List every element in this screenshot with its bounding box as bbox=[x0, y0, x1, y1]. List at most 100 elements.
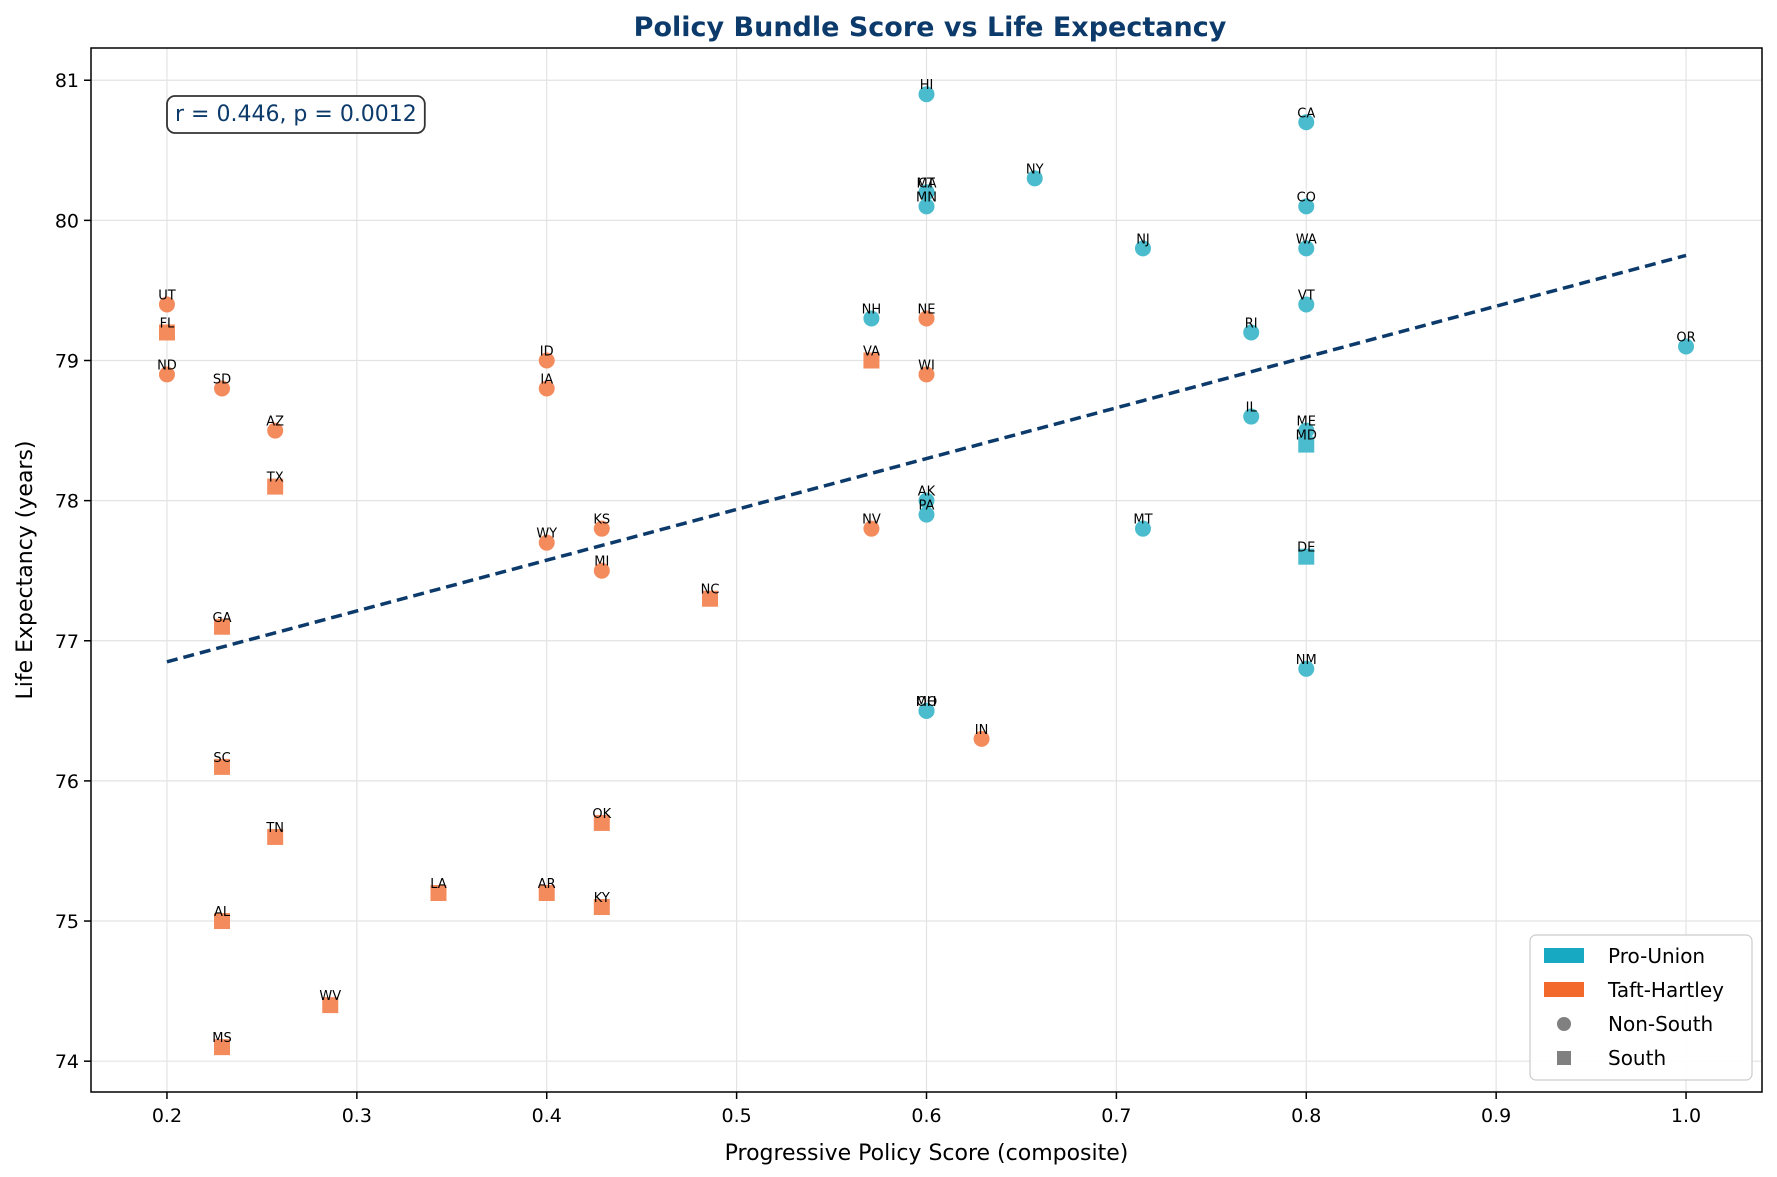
point-ga bbox=[214, 618, 231, 635]
point-wa bbox=[1298, 240, 1315, 257]
y-tick-label: 78 bbox=[55, 491, 79, 513]
point-ca-label: CA bbox=[1297, 106, 1315, 121]
point-wi-label: WI bbox=[918, 359, 935, 374]
point-ks bbox=[593, 520, 610, 537]
point-wy-label: WY bbox=[536, 527, 557, 542]
point-ms bbox=[214, 1039, 231, 1056]
legend-south-label: South bbox=[1608, 1046, 1666, 1070]
annotation-text: r = 0.446, p = 0.0012 bbox=[175, 102, 417, 127]
point-mn bbox=[918, 198, 935, 215]
x-tick-label: 1.0 bbox=[1671, 1105, 1701, 1127]
point-mo-label: MO bbox=[916, 695, 937, 710]
point-or bbox=[1678, 338, 1695, 355]
y-tick-label: 79 bbox=[55, 350, 79, 372]
point-mi bbox=[593, 562, 610, 579]
point-vt-label: VT bbox=[1298, 288, 1315, 303]
x-tick-label: 0.3 bbox=[342, 1105, 372, 1127]
point-az bbox=[267, 422, 284, 439]
point-ny bbox=[1026, 170, 1043, 187]
point-pa-label: PA bbox=[919, 499, 935, 514]
point-vt bbox=[1298, 296, 1315, 313]
point-va-label: VA bbox=[863, 344, 880, 359]
point-ct bbox=[918, 184, 935, 201]
point-wy bbox=[538, 534, 555, 551]
x-axis-ticks: 0.2 0.3 0.4 0.5 0.6 0.7 0.8 0.9 1.0 bbox=[152, 1092, 1701, 1127]
legend-pro-union-label: Pro-Union bbox=[1608, 944, 1705, 968]
point-ia bbox=[538, 380, 555, 397]
x-tick-label: 0.7 bbox=[1101, 1105, 1131, 1127]
point-md bbox=[1298, 436, 1315, 453]
y-tick-label: 75 bbox=[55, 911, 79, 933]
legend-taft-hartley-swatch bbox=[1544, 982, 1584, 997]
y-tick-label: 80 bbox=[55, 210, 79, 232]
x-tick-label: 0.6 bbox=[911, 1105, 941, 1127]
chart-title: Policy Bundle Score vs Life Expectancy bbox=[634, 12, 1227, 43]
point-md-label: MD bbox=[1296, 429, 1317, 444]
point-il bbox=[1243, 408, 1260, 425]
point-nm-label: NM bbox=[1296, 653, 1317, 668]
point-ok bbox=[593, 814, 610, 831]
point-nm bbox=[1298, 660, 1315, 677]
point-fl-label: FL bbox=[160, 316, 175, 331]
x-tick-label: 0.4 bbox=[532, 1105, 562, 1127]
point-nd-label: ND bbox=[157, 359, 177, 374]
legend-non-south-label: Non-South bbox=[1608, 1012, 1713, 1036]
point-or-label: OR bbox=[1676, 330, 1695, 345]
point-ar bbox=[538, 885, 555, 902]
point-ak-label: AK bbox=[918, 485, 936, 500]
point-co bbox=[1298, 198, 1315, 215]
trend-line bbox=[166, 253, 1687, 664]
point-mt bbox=[1134, 520, 1151, 537]
legend-box bbox=[1529, 934, 1753, 1081]
point-mi-label: MI bbox=[594, 555, 609, 570]
point-ne-label: NE bbox=[918, 302, 936, 317]
point-ks-label: KS bbox=[593, 513, 610, 528]
point-ny-label: NY bbox=[1026, 162, 1044, 177]
x-tick-label: 0.9 bbox=[1481, 1105, 1511, 1127]
point-ne bbox=[918, 310, 935, 327]
point-oh-label: OH bbox=[916, 695, 936, 710]
point-il-label: IL bbox=[1246, 401, 1258, 416]
point-al bbox=[214, 913, 231, 930]
point-wv bbox=[322, 997, 339, 1014]
point-de bbox=[1298, 548, 1315, 565]
point-hi-label: HI bbox=[920, 78, 934, 93]
y-tick-label: 77 bbox=[55, 631, 79, 653]
legend-non-south-marker bbox=[1557, 1017, 1571, 1031]
point-va bbox=[863, 352, 880, 369]
point-nv-label: NV bbox=[862, 513, 881, 528]
data-points bbox=[158, 86, 1695, 1056]
point-ut bbox=[158, 296, 175, 313]
point-al-label: AL bbox=[214, 905, 231, 920]
x-tick-label: 0.8 bbox=[1291, 1105, 1321, 1127]
point-wv-label: WV bbox=[319, 989, 341, 1004]
point-co-label: CO bbox=[1297, 190, 1316, 205]
y-tick-label: 81 bbox=[55, 70, 79, 92]
point-nv bbox=[863, 520, 880, 537]
point-de-label: DE bbox=[1297, 541, 1315, 556]
point-hi bbox=[918, 86, 935, 103]
point-me-label: ME bbox=[1297, 415, 1316, 430]
point-ct-label: CT bbox=[918, 176, 935, 191]
point-la bbox=[430, 885, 447, 902]
point-fl bbox=[158, 324, 175, 341]
x-tick-label: 0.5 bbox=[722, 1105, 752, 1127]
point-ak bbox=[918, 492, 935, 509]
point-ar-label: AR bbox=[538, 877, 556, 892]
point-ma-label: MA bbox=[916, 176, 936, 191]
point-ok-label: OK bbox=[592, 807, 611, 822]
y-axis-label: Life Expectancy (years) bbox=[13, 440, 38, 699]
point-in bbox=[973, 730, 990, 747]
point-pa bbox=[918, 506, 935, 523]
point-wi bbox=[918, 366, 935, 383]
point-id-label: ID bbox=[540, 344, 554, 359]
point-tn-label: TN bbox=[265, 821, 284, 836]
point-oh bbox=[918, 702, 935, 719]
point-mt-label: MT bbox=[1133, 513, 1152, 528]
point-nh bbox=[863, 310, 880, 327]
correlation-annotation: r = 0.446, p = 0.0012 bbox=[166, 95, 426, 134]
y-tick-label: 74 bbox=[55, 1051, 79, 1073]
point-ca bbox=[1298, 114, 1315, 131]
